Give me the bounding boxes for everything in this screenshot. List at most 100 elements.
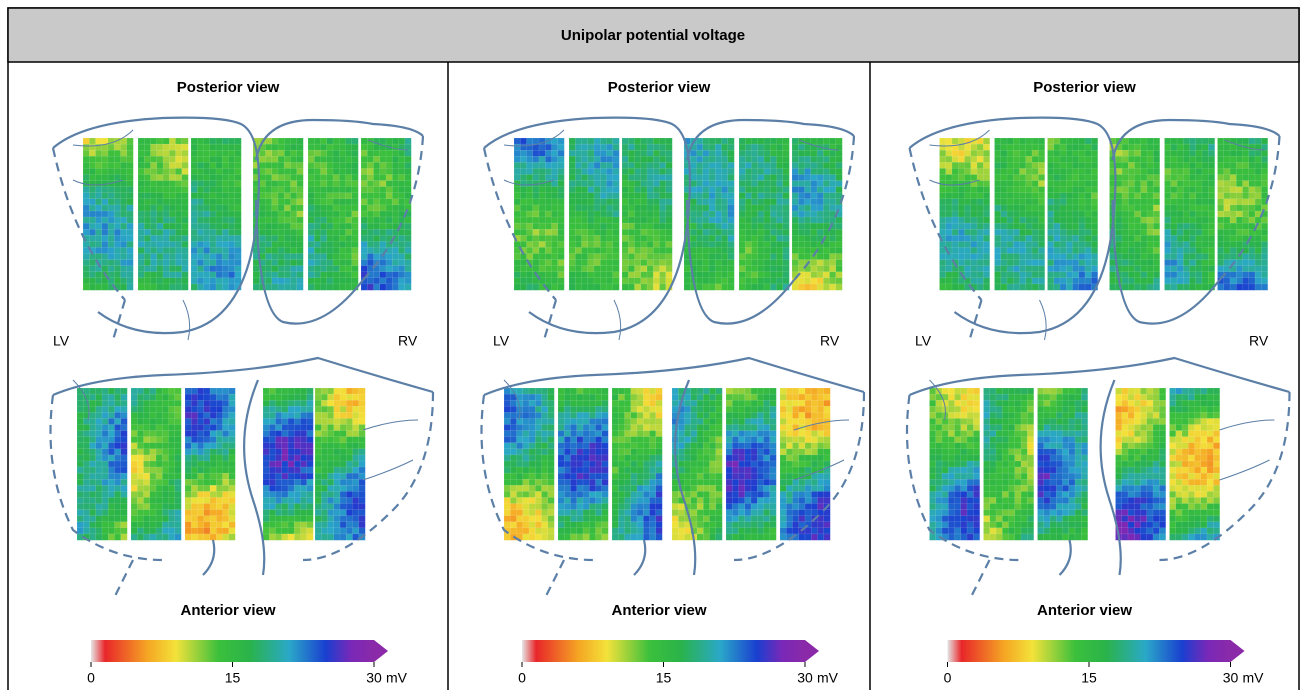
heat-cell — [137, 455, 144, 461]
heat-cell — [138, 229, 145, 235]
heat-cell — [635, 150, 642, 156]
heat-cell — [793, 388, 800, 394]
heat-cell — [995, 187, 1002, 193]
heat-cell — [204, 443, 211, 449]
heat-cell — [333, 162, 340, 168]
heat-cell — [346, 229, 353, 235]
heat-cell — [185, 437, 192, 443]
heat-cell — [144, 181, 151, 187]
heat-cell — [952, 254, 959, 260]
heat-cell — [96, 254, 103, 260]
heat-cell — [552, 223, 559, 229]
heat-cell — [726, 467, 733, 473]
heat-cell — [266, 254, 273, 260]
heat-cell — [346, 467, 353, 473]
heat-cell — [589, 461, 596, 467]
heat-cell — [830, 181, 837, 187]
heat-cell — [539, 266, 546, 272]
heat-cell — [952, 217, 959, 223]
heat-cell — [745, 247, 752, 253]
heat-cell — [359, 510, 366, 516]
heat-cell — [983, 138, 990, 144]
heat-cell — [288, 479, 295, 485]
heat-cell — [983, 235, 990, 241]
heat-cell — [666, 205, 673, 211]
heat-cell — [392, 260, 399, 266]
heat-cell — [392, 168, 399, 174]
heat-cell — [278, 247, 285, 253]
heat-cell — [940, 150, 947, 156]
heat-cell — [197, 260, 204, 266]
heat-cell — [792, 175, 799, 181]
heat-cell — [545, 266, 552, 272]
heat-cell — [596, 406, 603, 412]
heat-cell — [352, 278, 359, 284]
heat-cell — [156, 516, 163, 522]
heat-cell — [745, 467, 752, 473]
heat-cell — [697, 412, 704, 418]
heat-cell — [1026, 235, 1033, 241]
heat-cell — [223, 449, 230, 455]
heat-cell — [535, 497, 542, 503]
heat-cell — [818, 461, 825, 467]
heat-cell — [176, 254, 183, 260]
heat-cell — [163, 156, 170, 162]
heat-cell — [204, 168, 211, 174]
heat-cell — [770, 223, 777, 229]
heat-cell — [818, 522, 825, 528]
heat-cell — [127, 211, 134, 217]
heat-cell — [222, 144, 229, 150]
heat-cell — [780, 388, 787, 394]
heat-cell — [272, 223, 279, 229]
heat-cell — [321, 175, 328, 181]
heat-cell — [685, 425, 692, 431]
heat-cell — [780, 431, 787, 437]
heat-cell — [558, 437, 565, 443]
heat-cell — [121, 235, 128, 241]
heat-cell — [266, 229, 273, 235]
heat-cell — [728, 284, 735, 290]
heat-cell — [830, 150, 837, 156]
heat-cell — [588, 272, 595, 278]
heat-cell — [191, 497, 198, 503]
heat-cell — [545, 211, 552, 217]
heat-cell — [830, 229, 837, 235]
heat-cell — [1001, 217, 1008, 223]
heat-cell — [359, 497, 366, 503]
heat-cell — [757, 485, 764, 491]
heat-cell — [90, 400, 97, 406]
heat-cell — [958, 156, 965, 162]
heat-cell — [339, 199, 346, 205]
heat-cell — [777, 241, 784, 247]
heat-cell — [157, 156, 164, 162]
heat-cell — [940, 144, 947, 150]
heat-cell — [647, 266, 654, 272]
heat-cell — [751, 431, 758, 437]
heat-cell — [504, 425, 511, 431]
heat-cell — [786, 400, 793, 406]
heat-cell — [315, 461, 322, 467]
heat-cell — [602, 516, 609, 522]
heat-cell — [327, 223, 334, 229]
heat-cell — [571, 516, 578, 522]
heat-cell — [558, 406, 565, 412]
heat-cell — [359, 485, 366, 491]
heat-cell — [805, 162, 812, 168]
heat-cell — [672, 504, 679, 510]
heat-cell — [131, 406, 138, 412]
heat-cell — [952, 223, 959, 229]
heat-cell — [1020, 175, 1027, 181]
heat-cell — [308, 260, 315, 266]
heat-cell — [666, 156, 673, 162]
heat-cell — [564, 437, 571, 443]
heat-cell — [405, 235, 412, 241]
heat-cell — [204, 223, 211, 229]
heat-cell — [259, 223, 266, 229]
heat-cell — [745, 449, 752, 455]
heat-cell — [940, 272, 947, 278]
heat-cell — [1026, 181, 1033, 187]
heat-cell — [229, 150, 236, 156]
heat-cell — [175, 437, 182, 443]
heat-cell — [83, 528, 90, 534]
heat-cell — [175, 461, 182, 467]
